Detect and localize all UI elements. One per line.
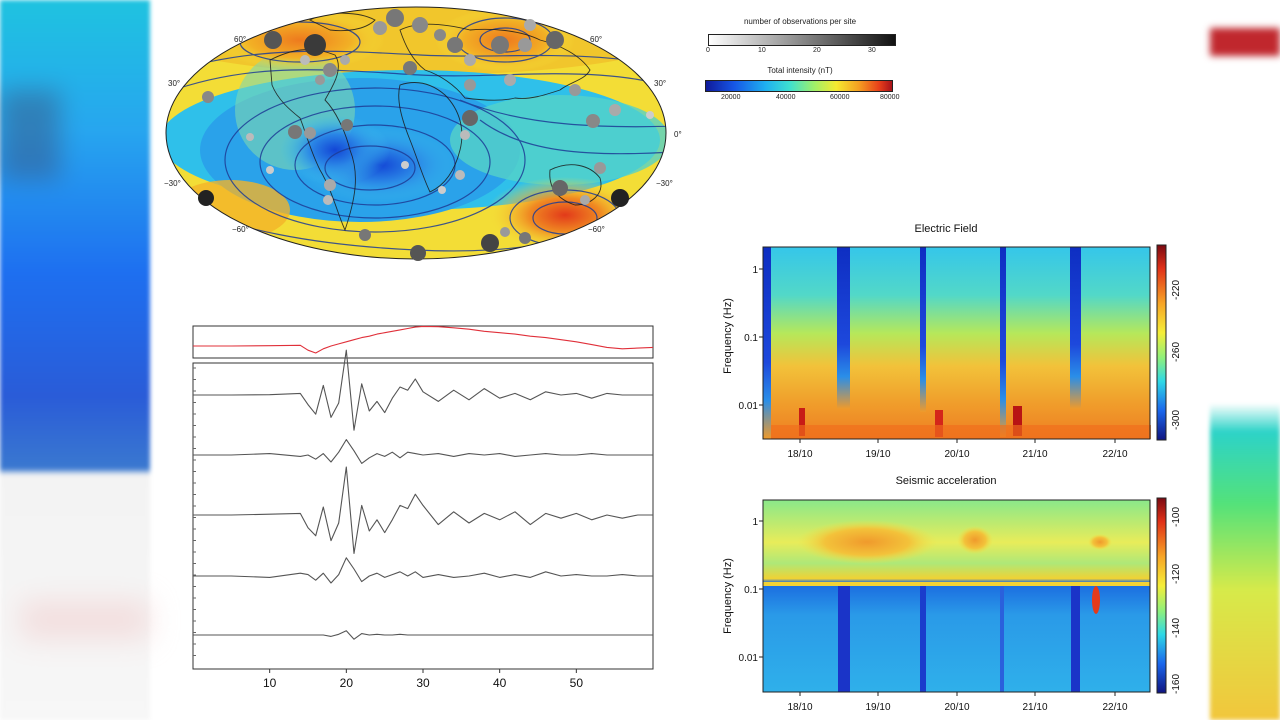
sa-cb-tick-120: -120 [1171, 564, 1182, 584]
electric-field-spectrogram: Electric Field Frequency (Hz) [705, 220, 1205, 475]
map-lat-left-minus60: −60° [232, 225, 249, 234]
ef-colorbar [1156, 244, 1167, 441]
map-lat-right-minus60: −60° [588, 225, 605, 234]
sa-cb-tick-160: -160 [1171, 674, 1182, 694]
intensity-tick-40000: 40000 [776, 94, 796, 101]
map-lat-left-minus30: −30° [164, 179, 181, 188]
trace-xtick-40: 40 [493, 676, 507, 690]
trace-xtick-30: 30 [416, 676, 430, 690]
ef-xtick-18-10: 18/10 [787, 449, 812, 460]
seismic-acceleration-spectrogram: Seismic acceleration Frequency (Hz) [705, 472, 1205, 720]
trace-line-4 [193, 466, 653, 554]
sa-title: Seismic acceleration [895, 475, 997, 487]
trace-line-3 [193, 439, 653, 464]
obs-tick-0: 0 [706, 47, 710, 54]
background-left-strip [0, 0, 150, 720]
map-lat-left-30: 30° [168, 79, 180, 88]
trace-line-2 [193, 349, 653, 431]
ef-xtick-21-10: 21/10 [1022, 449, 1047, 460]
obs-tick-10: 10 [758, 47, 766, 54]
sa-gap-3 [1000, 586, 1004, 692]
sa-cb-tick-100: -100 [1171, 507, 1182, 527]
ef-xtick-22-10: 22/10 [1102, 449, 1127, 460]
obs-tick-30: 30 [868, 47, 876, 54]
ef-ytick-01: 0.1 [744, 333, 758, 344]
sa-colorbar [1156, 497, 1167, 694]
sa-xtick-19-10: 19/10 [865, 702, 890, 713]
sa-xtick-22-10: 22/10 [1102, 702, 1127, 713]
sa-svg: 1 0.1 0.01 18/10 19/10 20/10 21/10 22/10… [739, 497, 1182, 713]
obs-legend-title: number of observations per site [743, 17, 857, 26]
intensity-tick-20000: 20000 [721, 94, 741, 101]
obs-tick-20: 20 [813, 47, 821, 54]
trace-line-6 [193, 630, 653, 640]
trace-main-axes [192, 362, 654, 670]
ef-gap-4 [1000, 247, 1006, 437]
ef-cb-tick-220: -220 [1171, 280, 1182, 300]
sa-xtick-18-10: 18/10 [787, 702, 812, 713]
ef-svg: 1 0.1 0.01 18/10 19/10 20/10 21/10 22/10… [739, 244, 1182, 460]
ef-cb-tick-260: -260 [1171, 342, 1182, 362]
sa-ytick-01: 0.1 [744, 585, 758, 596]
observation-markers [198, 9, 654, 261]
map-lat-right-0: 0° [674, 130, 682, 139]
background-right-strip [1210, 0, 1280, 720]
map-lat-right-30: 30° [654, 79, 666, 88]
trace-xtick-50: 50 [570, 676, 584, 690]
sa-gap-2 [920, 586, 926, 692]
trace-line-1 [193, 325, 654, 354]
ef-ytick-001: 0.01 [739, 401, 759, 412]
sa-xtick-21-10: 21/10 [1022, 702, 1047, 713]
trace-line-5 [193, 557, 653, 584]
ef-gap-1 [763, 247, 771, 439]
sa-gap-4 [1071, 586, 1080, 692]
ef-xtick-19-10: 19/10 [865, 449, 890, 460]
trace-xtick-10: 10 [263, 676, 277, 690]
sa-ytick-001: 0.01 [739, 653, 759, 664]
sa-event-spike [1092, 586, 1100, 614]
trace-top-axes [192, 325, 654, 359]
ef-title: Electric Field [914, 223, 978, 235]
ef-cb-tick-300: -300 [1171, 410, 1182, 430]
map-lat-right-minus30: −30° [656, 179, 673, 188]
sa-ytick-1: 1 [752, 517, 758, 528]
sa-gap-1 [838, 586, 850, 692]
ef-gap-5 [1070, 247, 1081, 409]
intensity-tick-80000: 80000 [880, 94, 900, 101]
trace-xtick-20: 20 [340, 676, 354, 690]
sa-cb-tick-140: -140 [1171, 618, 1182, 638]
sa-xtick-20-10: 20/10 [944, 702, 969, 713]
map-lat-right-60: 60° [590, 35, 602, 44]
intensity-legend-title: Total intensity (nT) [767, 66, 833, 75]
intensity-legend-bar [705, 80, 893, 92]
ef-heatmap [763, 247, 1150, 439]
ef-gap-2 [837, 247, 850, 409]
map-legends: number of observations per site 0 10 20 … [700, 14, 910, 114]
map-lat-left-60: 60° [234, 35, 246, 44]
ef-gap-3 [920, 247, 926, 412]
intensity-tick-60000: 60000 [830, 94, 850, 101]
ef-xtick-20-10: 20/10 [944, 449, 969, 460]
obs-legend-bar [708, 34, 896, 46]
world-intensity-map: 60° 30° 0° −30° −60° 60° 30° 0° −30° −60… [151, 0, 700, 265]
map-svg: 60° 30° 0° −30° −60° 60° 30° 0° −30° −60… [151, 6, 682, 261]
seismogram-svg: 10 20 30 40 50 [192, 325, 654, 690]
ef-ytick-1: 1 [752, 265, 758, 276]
seismogram-traces-panel: 10 20 30 40 50 [185, 320, 665, 690]
